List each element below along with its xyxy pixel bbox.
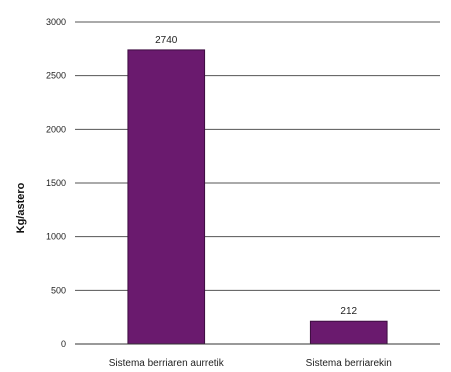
y-axis-label: Kg/astero xyxy=(15,182,27,233)
data-label: 212 xyxy=(340,306,357,317)
x-axis-categories: Sistema berriaren aurretik Sistema berria… xyxy=(109,358,392,369)
y-tick-label: 3000 xyxy=(46,17,66,27)
bar-2 xyxy=(310,321,387,344)
y-tick-label: 500 xyxy=(51,285,66,295)
y-axis-ticks: 0 500 1000 1500 2000 2500 3000 xyxy=(46,17,66,349)
bar-1 xyxy=(128,50,205,344)
bars xyxy=(128,50,387,344)
y-tick-label: 0 xyxy=(61,339,66,349)
data-label: 2740 xyxy=(155,35,178,46)
y-tick-label: 2000 xyxy=(46,124,66,134)
x-category-label: Sistema berriaren aurretik xyxy=(109,358,225,369)
x-category-label: Sistema berriarekin xyxy=(306,358,392,369)
y-tick-label: 1000 xyxy=(46,232,66,242)
y-tick-label: 2500 xyxy=(46,71,66,81)
y-tick-label: 1500 xyxy=(46,178,66,188)
